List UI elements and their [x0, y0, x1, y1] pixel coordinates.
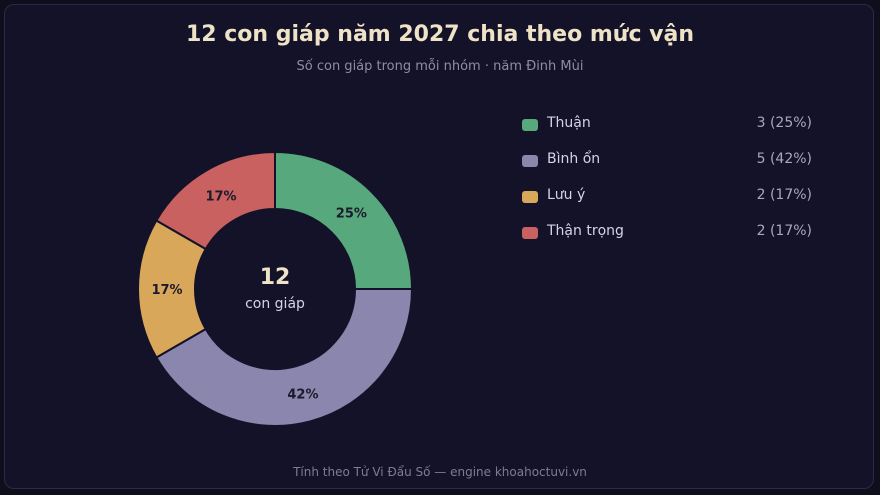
legend-swatch [522, 227, 538, 239]
legend-label: Bình ổn [547, 151, 601, 167]
legend-swatch [522, 191, 538, 203]
legend-item-luu-y[interactable]: Lưu ý 2 (17%) [522, 187, 812, 223]
donut-slice-binh-on[interactable] [154, 288, 414, 427]
slice-percent-label: 42% [287, 387, 318, 402]
slice-percent-label: 17% [205, 189, 236, 204]
legend-item-thuan[interactable]: Thuận 3 (25%) [522, 115, 812, 151]
chart-title: 12 con giáp năm 2027 chia theo mức vận [185, 22, 695, 47]
donut-hole [196, 210, 354, 368]
footer-note: Tính theo Tử Vi Đẩu Số — engine khoahoct… [293, 465, 587, 479]
legend: Thuận 3 (25%) Bình ổn 5 (42%) Lưu ý 2 (1… [522, 115, 812, 259]
legend-label: Thận trọng [547, 223, 624, 239]
legend-swatch [522, 119, 538, 131]
slice-percent-label: 25% [336, 207, 367, 222]
legend-swatch [522, 155, 538, 167]
center-total-value: 12 [260, 265, 291, 290]
center-total-label: con giáp [245, 296, 305, 312]
chart-subtitle: Số con giáp trong mỗi nhóm · năm Đinh Mù… [296, 59, 584, 74]
legend-label: Lưu ý [547, 187, 586, 203]
legend-value: 2 (17%) [756, 223, 812, 239]
legend-value: 5 (42%) [756, 151, 812, 167]
legend-value: 3 (25%) [756, 115, 812, 131]
slice-percent-label: 17% [151, 283, 182, 298]
legend-item-than-trong[interactable]: Thận trọng 2 (17%) [522, 223, 812, 259]
donut-slice-than-trong[interactable] [154, 150, 276, 251]
legend-item-binh-on[interactable]: Bình ổn 5 (42%) [522, 151, 812, 187]
legend-label: Thuận [547, 115, 591, 131]
donut-slice-thuan[interactable] [274, 150, 414, 290]
legend-value: 2 (17%) [756, 187, 812, 203]
